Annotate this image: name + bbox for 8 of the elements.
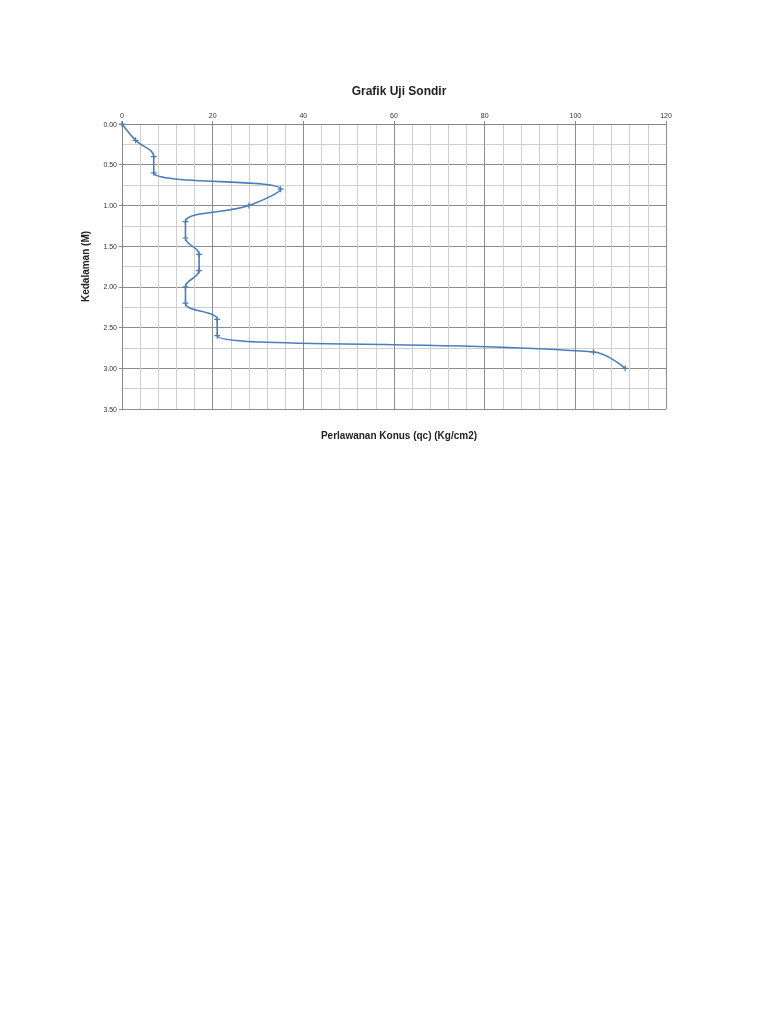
chart-title: Grafik Uji Sondir (351, 84, 447, 98)
point (182, 235, 189, 241)
point (590, 349, 597, 355)
y-axis-title: Kedalaman (M) (79, 230, 91, 303)
point (245, 202, 252, 209)
point (196, 267, 203, 274)
point (196, 251, 203, 258)
x-axis-title: Perlawanan Konus (qc) (Kg/cm2) (320, 429, 478, 441)
